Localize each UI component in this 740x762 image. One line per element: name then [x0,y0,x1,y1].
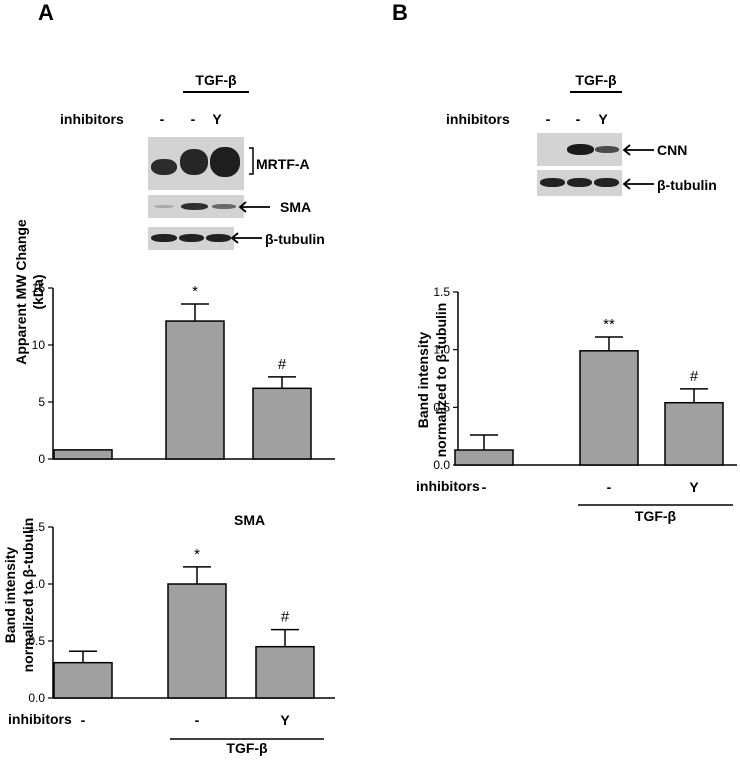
blot-b-treatment-line [570,91,622,93]
panel-letter-a: A [38,0,54,25]
bar [53,661,113,699]
tubulin-band [206,234,231,242]
y-tick-label: 0.5 [28,634,45,648]
mrtf-a-label: MRTF-A [256,156,310,172]
tubulin-blot-a [148,227,234,250]
significance-mark: * [194,546,200,563]
cnn-band [567,144,594,155]
tubulin-band [151,234,177,242]
tubulin-a-label: β-tubulin [265,231,325,247]
blot-b-lane-1: - [545,111,551,127]
y-tick-label: 1.5 [28,520,45,534]
blot-a-lane-2: - [190,111,196,127]
tubulin-band [594,178,619,187]
significance-mark: # [690,368,699,385]
blot-b-lane-3: Y [598,111,608,127]
chart2-inhibitors-label: inhibitors [8,711,72,727]
category-label: Y [689,479,699,495]
sma-arrow-icon [238,201,270,213]
category-label: - [195,712,200,728]
y-tick-label: 1.0 [28,577,45,591]
y-tick-label: 0.0 [28,691,45,705]
bar [167,583,227,699]
tubulin-band [567,178,592,187]
blot-a-treatment-line [183,91,249,93]
chart3-group-label: TGF-β [634,508,677,524]
cnn-blot [537,133,622,166]
significance-mark: ** [603,316,615,333]
y-tick-label: 5 [38,395,45,409]
tubulin-b-label: β-tubulin [657,177,717,193]
bar [53,449,113,460]
sma-blot [148,195,244,218]
cnn-arrow-icon [622,144,654,156]
mrtf-a-blot [148,137,244,190]
blot-b-lane-2: - [575,111,581,127]
y-tick-label: 1.0 [433,343,450,357]
sma-band [181,203,208,210]
tubulin-band [179,234,204,242]
bar [579,350,639,466]
tubulin-band [540,178,565,187]
category-label: - [607,479,612,495]
category-label: - [81,712,86,728]
blot-b-treatment-label: TGF-β [575,72,617,88]
y-tick-label: 0.0 [433,458,450,472]
blot-a-lane-1: - [159,111,165,127]
chart3-inhibitors-label: inhibitors [416,478,480,494]
category-label: Y [280,712,290,728]
y-tick-label: 0.5 [433,400,450,414]
y-tick-label: 1.5 [433,285,450,299]
sma-label: SMA [280,199,312,215]
mrtf-a-band [151,159,177,175]
mrtf-a-band [180,149,208,175]
blot-a-inhibitors-label: inhibitors [60,111,124,127]
significance-mark: # [281,609,290,626]
cnn-label: CNN [657,142,688,158]
y-tick-label: 15 [32,281,46,295]
significance-mark: # [278,356,287,373]
significance-mark: * [192,283,198,300]
bar [165,320,225,460]
sma-band [212,204,236,209]
category-label: - [482,479,487,495]
sma-band [154,205,174,208]
blot-a-treatment-label: TGF-β [195,72,237,88]
bar [664,401,724,466]
y-tick-label: 0 [38,452,45,466]
chart2-group-label: TGF-β [226,740,268,756]
chart2-title: SMA [234,512,266,528]
tubulin-a-arrow-icon [230,232,262,244]
mrtf-a-band [210,147,240,177]
mrtf-a-bracket [249,147,254,175]
blot-b-inhibitors-label: inhibitors [446,111,510,127]
tubulin-b-arrow-icon [622,178,654,190]
panel-letter-b: B [392,0,408,25]
bar [255,645,315,699]
bar [454,449,514,466]
blot-a-lane-3: Y [212,111,222,127]
cnn-band [595,146,619,153]
tubulin-blot-b [537,170,622,196]
y-tick-label: 10 [32,338,46,352]
bar [252,387,312,460]
